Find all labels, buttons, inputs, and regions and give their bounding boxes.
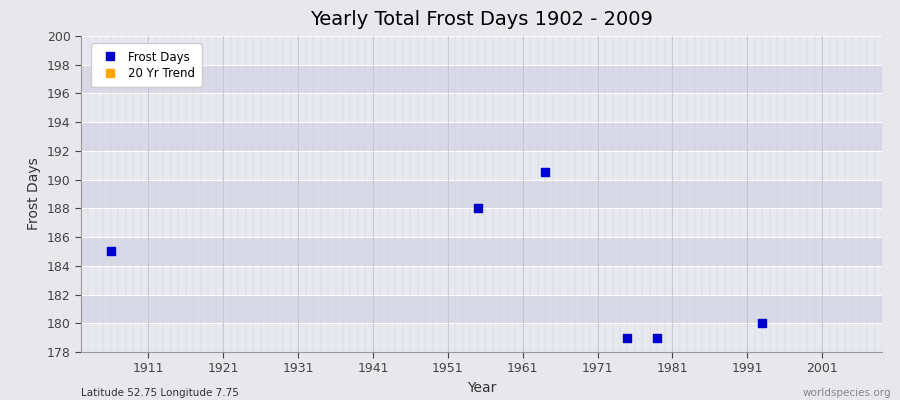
Bar bbox=[81, 180, 882, 208]
Bar bbox=[81, 94, 882, 122]
Legend: Frost Days, 20 Yr Trend: Frost Days, 20 Yr Trend bbox=[91, 44, 202, 87]
Point bbox=[620, 334, 634, 341]
Bar bbox=[81, 36, 882, 65]
Bar bbox=[81, 151, 882, 180]
Bar bbox=[81, 122, 882, 151]
Bar bbox=[81, 323, 882, 352]
Bar bbox=[81, 294, 882, 323]
Bar bbox=[81, 266, 882, 294]
Point bbox=[755, 320, 770, 326]
Point bbox=[471, 205, 485, 212]
Bar bbox=[81, 65, 882, 94]
Point bbox=[538, 169, 553, 176]
Bar bbox=[81, 208, 882, 237]
Point bbox=[650, 334, 664, 341]
X-axis label: Year: Year bbox=[467, 381, 496, 395]
Point bbox=[104, 248, 118, 255]
Text: worldspecies.org: worldspecies.org bbox=[803, 388, 891, 398]
Bar bbox=[81, 237, 882, 266]
Y-axis label: Frost Days: Frost Days bbox=[27, 158, 41, 230]
Text: Latitude 52.75 Longitude 7.75: Latitude 52.75 Longitude 7.75 bbox=[81, 388, 239, 398]
Title: Yearly Total Frost Days 1902 - 2009: Yearly Total Frost Days 1902 - 2009 bbox=[310, 10, 652, 29]
